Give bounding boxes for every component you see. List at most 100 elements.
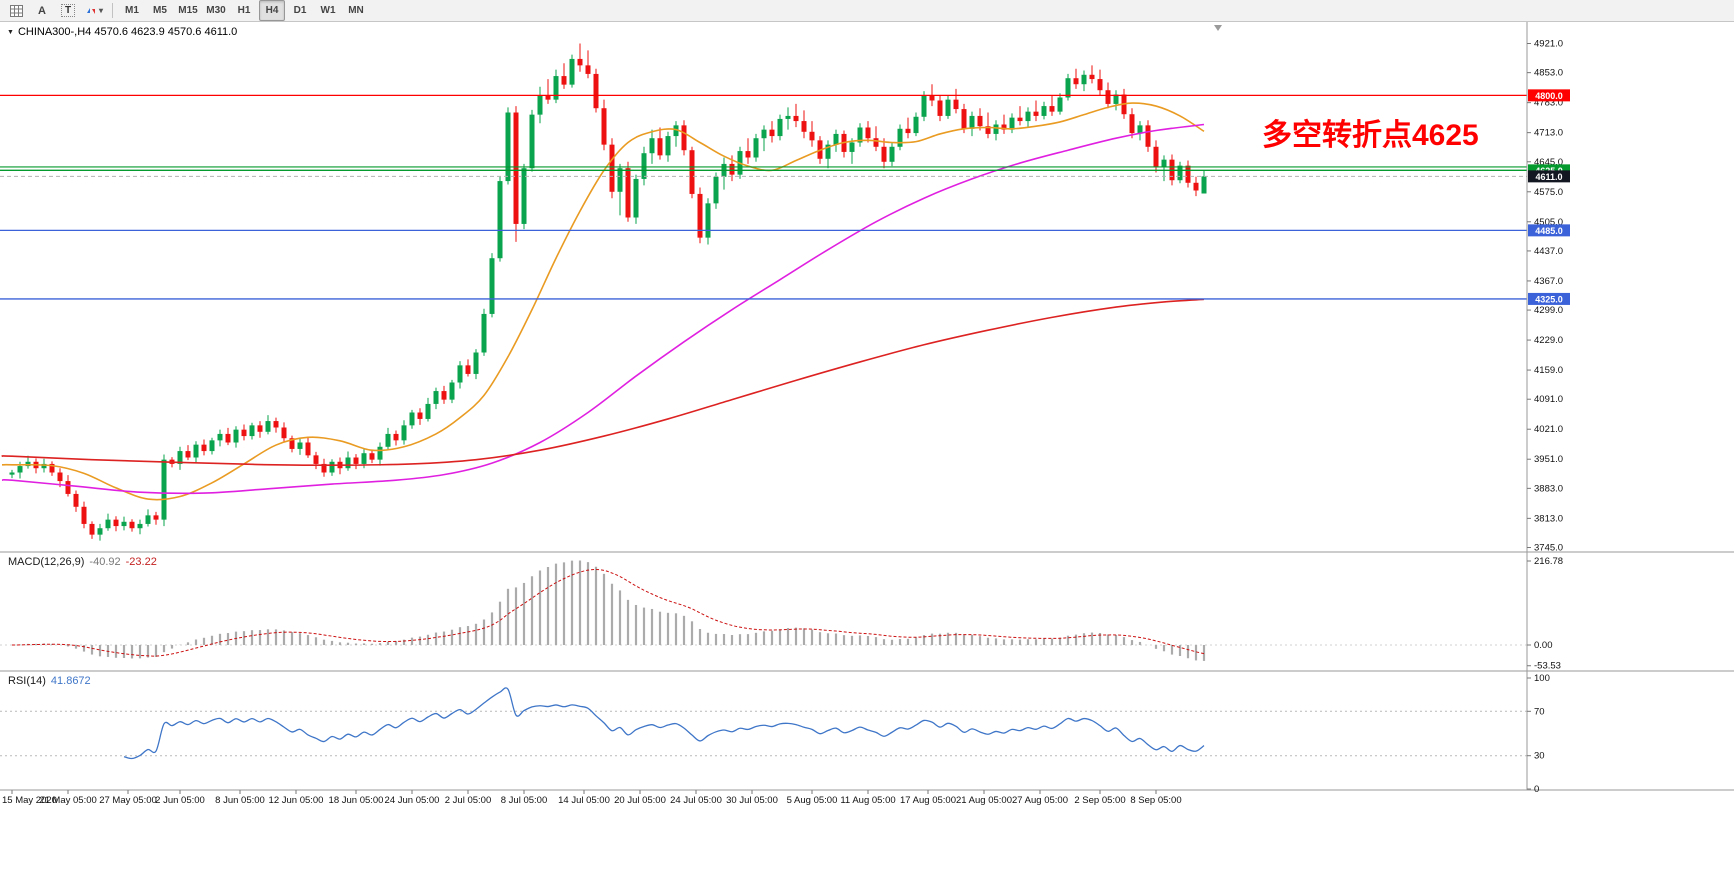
chart-shift-marker[interactable] — [1214, 25, 1222, 31]
timeframe-button-W1[interactable]: W1 — [320, 5, 336, 16]
grid-icon[interactable] — [4, 0, 28, 21]
candle — [305, 436, 311, 458]
price-tag-4325: 4325.0 — [1528, 292, 1570, 305]
candle — [833, 129, 839, 152]
candle — [905, 117, 911, 139]
candle — [897, 124, 903, 151]
timeframe-button-H4[interactable]: H4 — [259, 0, 285, 21]
candle — [1145, 120, 1151, 152]
candle — [633, 174, 639, 224]
timeframe-button-MN[interactable]: MN — [348, 5, 364, 16]
candle — [537, 86, 543, 124]
grid-icon-glyph — [9, 4, 23, 17]
candle — [641, 146, 647, 186]
candle — [49, 461, 55, 476]
candle — [625, 161, 631, 222]
candle — [89, 521, 95, 539]
candle — [209, 437, 215, 455]
svg-text:3951.0: 3951.0 — [1534, 454, 1563, 465]
timeframe-button-D1[interactable]: D1 — [293, 5, 307, 16]
candle — [977, 108, 983, 131]
chart-canvas[interactable]: 4921.0 4853.0 4783.0 4713.0 4645.0 4575.0 4505… — [0, 22, 1734, 893]
svg-text:4505.0: 4505.0 — [1534, 217, 1563, 228]
price-axis[interactable]: 4921.0 4853.0 4783.0 4713.0 4645.0 4575.0 4505… — [1527, 39, 1563, 554]
candle — [937, 95, 943, 122]
candle — [161, 454, 167, 527]
rsi-value: 41.8672 — [50, 675, 91, 687]
svg-text:27 Aug 05:00: 27 Aug 05:00 — [1012, 795, 1068, 806]
svg-text:18 Jun 05:00: 18 Jun 05:00 — [329, 795, 384, 806]
candle — [497, 176, 503, 262]
annotation-text[interactable]: 多空转折点4625 — [1262, 119, 1479, 152]
candle — [425, 397, 431, 422]
candle — [1201, 170, 1207, 194]
candle — [153, 511, 159, 525]
rsi-panel — [0, 687, 1527, 760]
candle — [377, 442, 383, 466]
candle — [321, 458, 327, 477]
candle — [593, 68, 599, 113]
svg-text:21 Aug 05:00: 21 Aug 05:00 — [956, 795, 1012, 806]
toolbar: A T ▾ M1 M5 M15 M30 H1 H4 D1 W1 MN — [0, 0, 1734, 22]
candle — [441, 385, 447, 404]
candle — [513, 106, 519, 242]
rsi-line — [123, 687, 1205, 760]
rsi-name: RSI(14) — [8, 675, 46, 687]
svg-text:4367.0: 4367.0 — [1534, 276, 1563, 287]
svg-text:4437.0: 4437.0 — [1534, 246, 1563, 257]
candle — [745, 138, 751, 164]
candle — [113, 516, 119, 532]
candle — [129, 519, 135, 532]
candle — [449, 379, 455, 404]
svg-text:5 Aug 05:00: 5 Aug 05:00 — [787, 795, 838, 806]
svg-text:-53.53: -53.53 — [1534, 661, 1561, 672]
text-tool-button[interactable]: A — [30, 0, 54, 21]
svg-text:0.00: 0.00 — [1534, 640, 1553, 651]
candle — [1049, 95, 1055, 116]
svg-text:11 Aug 05:00: 11 Aug 05:00 — [840, 795, 895, 806]
candle — [1041, 101, 1047, 120]
candle — [105, 513, 111, 531]
label-tool-button[interactable]: T — [56, 0, 80, 21]
svg-text:3883.0: 3883.0 — [1534, 483, 1563, 494]
arrows-dropdown-button[interactable]: ▾ — [82, 0, 106, 21]
candle — [569, 54, 575, 88]
svg-text:8 Jun 05:00: 8 Jun 05:00 — [215, 795, 265, 806]
timeframe-button-M15[interactable]: M15 — [178, 5, 198, 16]
timeframe-button-H1[interactable]: H1 — [237, 5, 251, 16]
svg-text:24 Jun 05:00: 24 Jun 05:00 — [385, 795, 440, 806]
candle — [697, 187, 703, 244]
candle — [289, 435, 295, 453]
candle — [649, 129, 655, 164]
candle — [673, 121, 679, 147]
svg-text:2 Jul 05:00: 2 Jul 05:00 — [445, 795, 491, 806]
svg-text:4800.0: 4800.0 — [1535, 91, 1563, 101]
svg-text:3745.0: 3745.0 — [1534, 543, 1563, 554]
chart-header: ▼ CHINA300-,H4 4570.6 4623.9 4570.6 4611… — [7, 26, 237, 38]
svg-text:4485.0: 4485.0 — [1535, 226, 1563, 236]
candle — [953, 88, 959, 114]
candle — [873, 126, 879, 152]
svg-text:8 Sep 05:00: 8 Sep 05:00 — [1130, 795, 1181, 806]
macd-panel — [0, 560, 1527, 661]
candle — [465, 359, 471, 377]
candle — [1065, 73, 1071, 101]
candle — [457, 361, 463, 389]
candle — [665, 131, 671, 162]
candle — [545, 79, 551, 104]
candle — [201, 439, 207, 456]
symbol-dropdown-icon[interactable]: ▼ — [7, 28, 14, 36]
timeframe-button-M5[interactable]: M5 — [153, 5, 167, 16]
timeframe-button-M30[interactable]: M30 — [206, 5, 226, 16]
ma-line-ma-medium — [1, 123, 1205, 495]
chevron-down-icon: ▾ — [98, 6, 103, 15]
candle — [9, 469, 15, 479]
svg-text:2 Jun 05:00: 2 Jun 05:00 — [155, 795, 205, 806]
timeframe-button-M1[interactable]: M1 — [125, 5, 139, 16]
candle — [521, 163, 527, 230]
text-tool-label: A — [38, 4, 46, 17]
candle — [849, 138, 855, 164]
